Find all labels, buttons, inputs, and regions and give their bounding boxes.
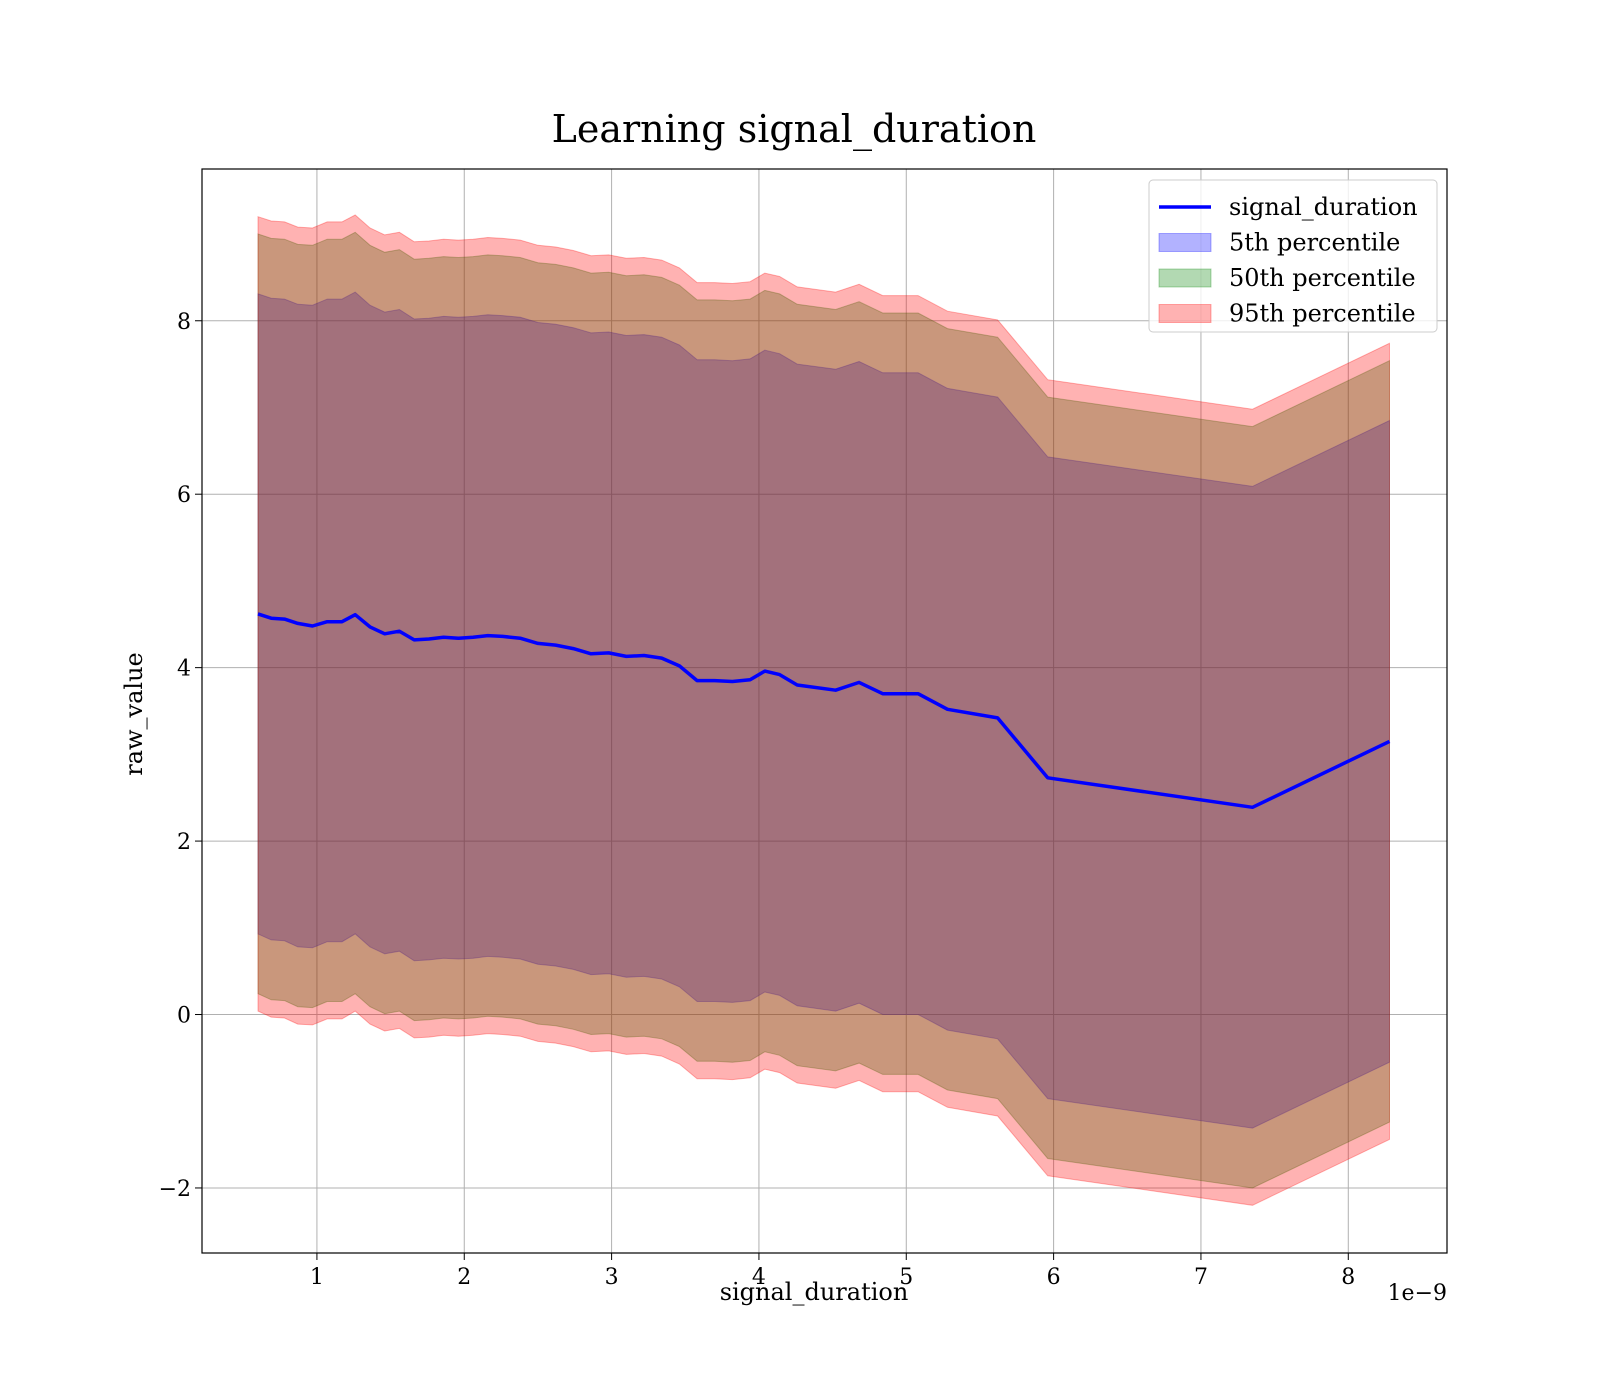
legend-box — [1148, 179, 1438, 333]
legend-label: 50th percentile — [1229, 264, 1416, 292]
legend-label: signal_duration — [1229, 193, 1418, 221]
y-axis-ticks: −2 0 2 4 6 8 — [159, 310, 202, 1202]
legend-label: 5th percentile — [1229, 229, 1400, 257]
legend-swatch-patch — [1158, 304, 1212, 323]
y-tick-label: 6 — [177, 483, 191, 508]
chart-title: Learning signal_duration — [552, 107, 1037, 152]
x-axis-ticks: 1 2 3 4 5 6 7 8 — [310, 1253, 1355, 1290]
x-tick-label: 3 — [605, 1265, 619, 1290]
y-tick-label: 8 — [177, 310, 191, 335]
y-tick-label: −2 — [159, 1177, 191, 1202]
legend-label: 95th percentile — [1229, 300, 1416, 328]
y-axis-label: raw_value — [120, 652, 148, 776]
x-offset-label: 1e−9 — [1388, 1281, 1447, 1306]
x-tick-label: 7 — [1194, 1265, 1208, 1290]
x-tick-label: 1 — [310, 1265, 324, 1290]
x-axis-label: signal_duration — [720, 1278, 909, 1306]
x-tick-label: 4 — [752, 1265, 766, 1290]
y-tick-label: 0 — [177, 1004, 191, 1029]
band-95th-percentile — [257, 214, 1390, 1206]
series-line-signal_duration — [257, 612, 1391, 810]
x-tick-label: 6 — [1047, 1265, 1061, 1290]
y-tick-label: 2 — [177, 830, 191, 855]
plot-frame — [201, 168, 1448, 1254]
series-lines — [257, 612, 1391, 810]
band-5th-percentile — [257, 291, 1390, 1129]
percentile-bands — [257, 214, 1390, 1206]
legend: signal_duration 5th percentile 50th percen… — [1148, 179, 1438, 333]
band-50th-percentile — [257, 231, 1390, 1189]
legend-swatch-patch — [1158, 233, 1212, 252]
x-tick-label: 2 — [457, 1265, 471, 1290]
x-tick-label: 8 — [1341, 1265, 1355, 1290]
legend-swatch-patch — [1158, 268, 1212, 288]
x-tick-label: 5 — [899, 1265, 913, 1290]
y-tick-label: 4 — [177, 657, 191, 682]
